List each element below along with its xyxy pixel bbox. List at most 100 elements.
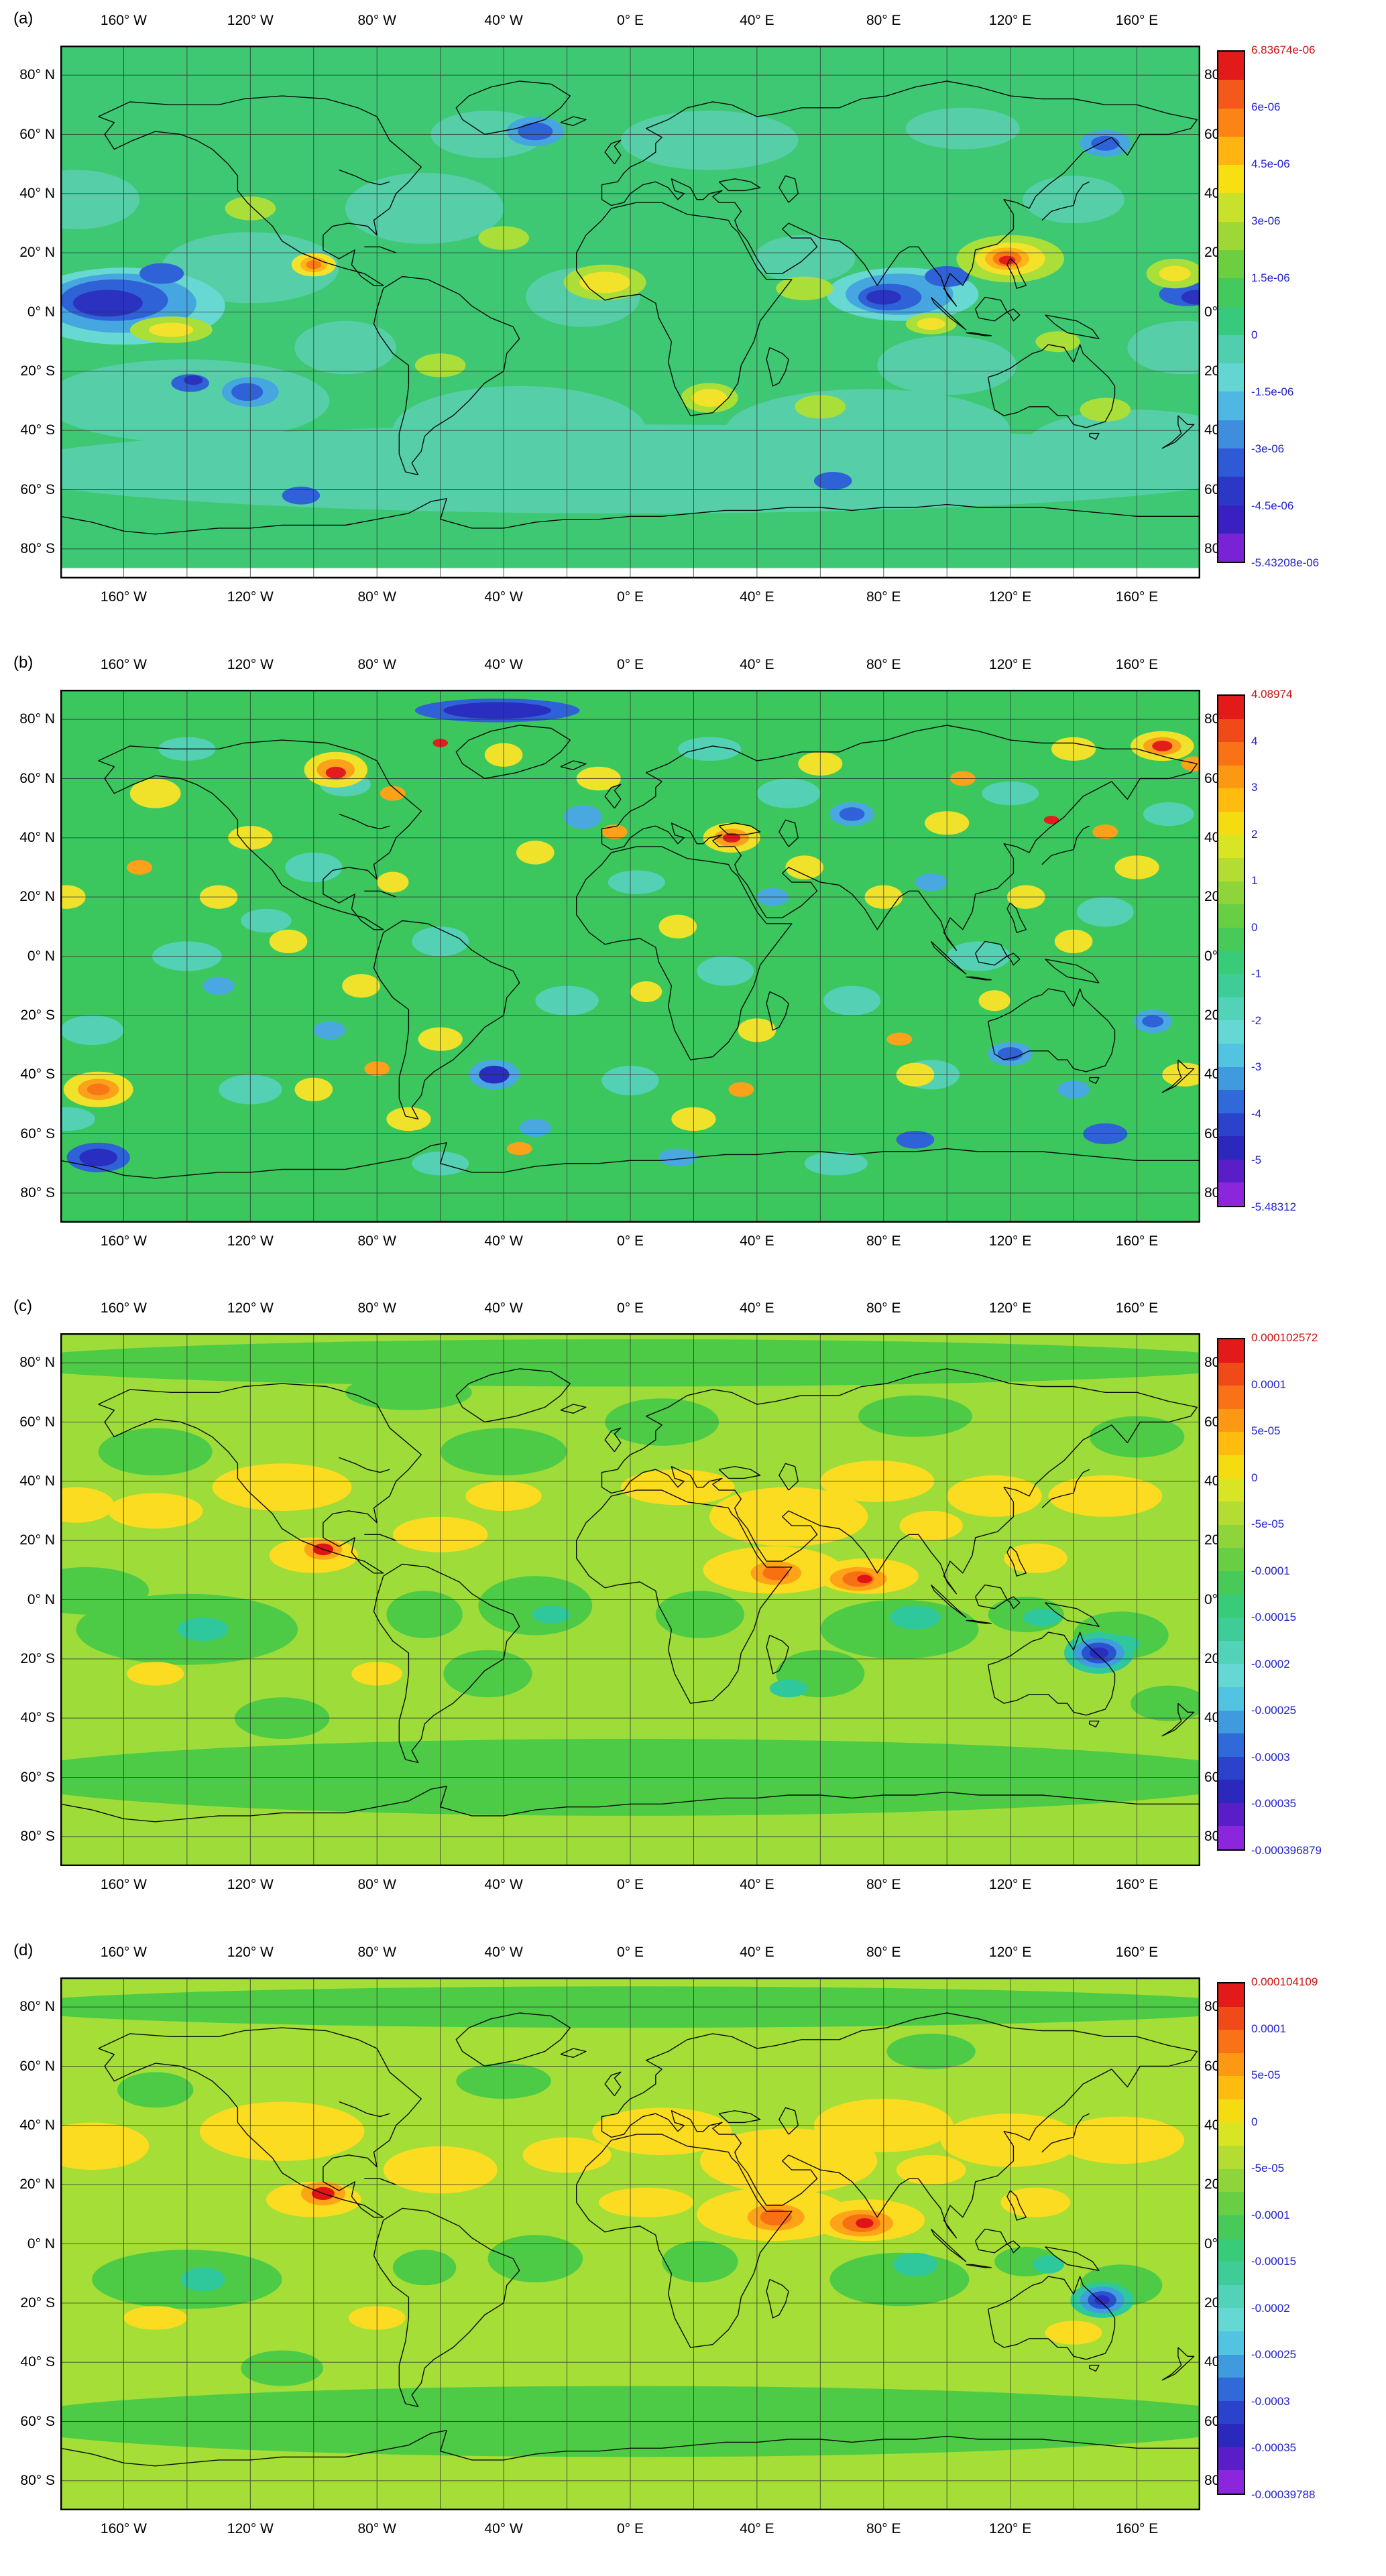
lat-tick-label-left: 80° S <box>20 1828 55 1844</box>
colorbar-band <box>1218 997 1244 1021</box>
lon-tick-label-bottom: 40° W <box>484 589 523 605</box>
lat-tick-label-left: 60° S <box>20 1125 55 1142</box>
lat-tick-label-left: 20° S <box>20 2294 55 2311</box>
colorbar-band <box>1218 1594 1244 1618</box>
lat-tick-label-left: 80° S <box>20 540 55 556</box>
lat-tick-label-left: 80° N <box>19 711 55 727</box>
colorbar-band <box>1218 1802 1244 1827</box>
colorbar-band <box>1218 306 1244 335</box>
lon-tick-label-top: 120° E <box>989 1945 1032 1960</box>
lat-tick-label-left: 0° N <box>27 2235 55 2252</box>
colorbar-tick-label: 3 <box>1251 781 1258 794</box>
colorbar <box>1217 694 1245 1207</box>
colorbar-tick-label: 4.5e-06 <box>1251 158 1290 170</box>
lat-tick-label-left: 60° S <box>20 2413 55 2429</box>
lon-tick-label-bottom: 80° E <box>866 2521 901 2536</box>
lon-tick-label-top: 80° W <box>357 1945 396 1960</box>
colorbar-band <box>1218 1501 1244 1525</box>
colorbar-band <box>1218 881 1244 905</box>
lon-tick-label-top: 120° W <box>227 13 274 28</box>
lon-tick-label-top: 160° W <box>100 1945 147 1960</box>
colorbar-band <box>1218 2284 1244 2309</box>
lon-tick-label-top: 120° E <box>989 1300 1032 1316</box>
lon-tick-label-top: 160° E <box>1115 657 1159 672</box>
colorbar-tick-label: -4.5e-06 <box>1251 499 1294 512</box>
colorbar-band <box>1218 221 1244 250</box>
colorbar-tick-label: -0.0002 <box>1251 1657 1290 1670</box>
colorbar-band <box>1218 719 1244 743</box>
lon-tick-label-top: 80° E <box>866 1945 901 1960</box>
colorbar-tick-label: 0 <box>1251 1471 1258 1484</box>
lat-tick-label-left: 0° N <box>27 948 55 964</box>
lon-tick-label-top: 160° W <box>100 657 147 672</box>
colorbar-band <box>1218 1710 1244 1734</box>
colorbar-band <box>1218 2447 1244 2471</box>
lon-tick-label-bottom: 80° E <box>866 589 901 605</box>
lon-tick-label-bottom: 80° W <box>357 589 396 605</box>
colorbar-max-label: 0.000102572 <box>1251 1331 1318 1344</box>
panel-c: (c) 160° W 160° W 120° W 120° W 80° W 80° W 40… <box>0 1288 1386 1931</box>
colorbar-band <box>1218 2076 1244 2099</box>
lon-tick-label-top: 40° E <box>740 13 774 28</box>
colorbar-band <box>1218 2168 1244 2193</box>
lon-tick-label-top: 80° E <box>866 657 901 672</box>
colorbar-band <box>1218 1066 1244 1091</box>
lon-tick-label-bottom: 120° E <box>989 589 1032 605</box>
colorbar-band <box>1218 696 1244 719</box>
lat-tick-label-left: 80° S <box>20 2472 55 2488</box>
colorbar-band <box>1218 2424 1244 2447</box>
lat-tick-label-left: 40° N <box>19 185 55 201</box>
colorbar-tick-label: -3 <box>1251 1060 1262 1074</box>
colorbar-band <box>1218 1756 1244 1780</box>
lat-tick-label-left: 60° N <box>19 126 55 142</box>
lat-tick-label-left: 80° N <box>19 1999 55 2015</box>
lat-tick-label-left: 40° S <box>20 422 55 438</box>
colorbar-tick-label: 5e-05 <box>1251 1424 1281 1438</box>
coastlines <box>60 1368 1200 1823</box>
lon-tick-label-top: 0° E <box>617 1300 644 1316</box>
lon-tick-label-bottom: 120° W <box>227 1233 274 1249</box>
lat-tick-label-left: 40° N <box>19 829 55 845</box>
lat-tick-label-left: 60° N <box>19 2058 55 2074</box>
lon-tick-label-bottom: 160° W <box>100 2521 147 2536</box>
lat-tick-label-left: 80° N <box>19 67 55 83</box>
colorbar-band <box>1218 974 1244 997</box>
lon-tick-label-bottom: 40° E <box>740 589 774 605</box>
colorbar-tick-label: -0.0002 <box>1251 2301 1290 2315</box>
colorbar-min-label: -5.43208e-06 <box>1251 556 1320 569</box>
colorbar-band <box>1218 765 1244 789</box>
lat-tick-label-left: 0° N <box>27 304 55 320</box>
colorbar-band <box>1218 927 1244 951</box>
colorbar-band <box>1218 2122 1244 2146</box>
lon-tick-label-top: 0° E <box>617 1945 644 1960</box>
colorbar-band <box>1218 1043 1244 1067</box>
lon-tick-label-top: 0° E <box>617 657 644 672</box>
lon-tick-label-bottom: 40° W <box>484 1233 523 1249</box>
lat-tick-label-left: 20° N <box>19 1532 55 1548</box>
colorbar-tick-label: -1 <box>1251 967 1262 981</box>
lon-tick-label-top: 80° W <box>357 13 396 28</box>
colorbar-band <box>1218 1182 1244 1207</box>
panel-label: (d) <box>13 1941 34 1959</box>
colorbar-tick-label: 0.0001 <box>1251 1377 1286 1391</box>
colorbar-band <box>1218 1826 1244 1850</box>
lon-tick-label-bottom: 80° E <box>866 1877 901 1892</box>
panel-a: (a) 160° W 160° W 120° W 120° W 80° W 80° W 40… <box>0 0 1386 643</box>
lat-tick-label-left: 80° N <box>19 1355 55 1371</box>
colorbar-band <box>1218 2400 1244 2425</box>
lon-tick-label-bottom: 160° W <box>100 1233 147 1249</box>
lat-tick-label-left: 60° S <box>20 481 55 497</box>
colorbar-band <box>1218 420 1244 448</box>
colorbar-band <box>1218 742 1244 765</box>
colorbar-band <box>1218 80 1244 109</box>
colorbar <box>1217 50 1245 563</box>
colorbar-max-label: 0.000104109 <box>1251 1975 1318 1988</box>
lon-tick-label-bottom: 0° E <box>617 589 644 605</box>
lon-tick-label-bottom: 40° E <box>740 1233 774 1249</box>
lon-tick-label-bottom: 40° E <box>740 1877 774 1892</box>
colorbar-band <box>1218 1686 1244 1711</box>
colorbar-tick-label: 3e-06 <box>1251 214 1281 227</box>
lon-tick-label-bottom: 80° W <box>357 1233 396 1249</box>
colorbar-band <box>1218 2354 1244 2378</box>
